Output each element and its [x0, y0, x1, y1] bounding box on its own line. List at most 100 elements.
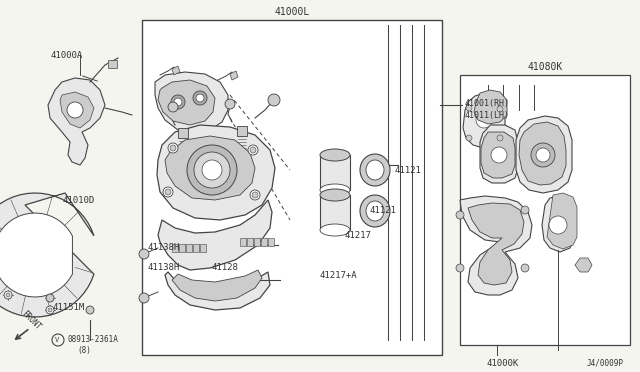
Text: 41128: 41128 — [212, 263, 239, 273]
Polygon shape — [474, 90, 507, 124]
Polygon shape — [193, 244, 199, 252]
Circle shape — [165, 189, 171, 195]
Polygon shape — [230, 71, 238, 80]
Circle shape — [252, 192, 258, 198]
Polygon shape — [186, 244, 192, 252]
Text: 41121: 41121 — [370, 205, 397, 215]
Circle shape — [250, 147, 256, 153]
Ellipse shape — [360, 154, 390, 186]
Ellipse shape — [360, 195, 390, 227]
Polygon shape — [0, 213, 72, 297]
Polygon shape — [468, 203, 524, 285]
Polygon shape — [481, 132, 515, 178]
Circle shape — [170, 145, 176, 151]
Polygon shape — [165, 272, 270, 310]
Text: 41011(LH): 41011(LH) — [465, 110, 510, 119]
Polygon shape — [460, 196, 532, 295]
Circle shape — [6, 293, 10, 297]
Polygon shape — [172, 66, 180, 75]
Polygon shape — [575, 258, 592, 272]
Polygon shape — [158, 200, 272, 270]
Polygon shape — [547, 193, 577, 249]
Circle shape — [86, 306, 94, 314]
Polygon shape — [60, 92, 94, 128]
Circle shape — [491, 147, 507, 163]
Circle shape — [46, 294, 54, 302]
Circle shape — [531, 143, 555, 167]
Ellipse shape — [366, 160, 384, 180]
Text: 41080K: 41080K — [527, 62, 563, 72]
Text: 41217+A: 41217+A — [320, 270, 358, 279]
Circle shape — [163, 187, 173, 197]
Polygon shape — [172, 244, 178, 252]
Text: 41000L: 41000L — [275, 7, 310, 17]
Circle shape — [250, 190, 260, 200]
Circle shape — [139, 293, 149, 303]
Polygon shape — [261, 238, 267, 246]
Polygon shape — [320, 155, 350, 190]
Polygon shape — [0, 193, 94, 317]
Ellipse shape — [320, 189, 350, 201]
Circle shape — [4, 291, 12, 299]
Circle shape — [225, 99, 235, 109]
Text: 41217: 41217 — [345, 231, 372, 240]
Polygon shape — [158, 80, 215, 125]
Text: 41121: 41121 — [395, 166, 422, 174]
Polygon shape — [268, 238, 274, 246]
Circle shape — [456, 211, 464, 219]
Circle shape — [174, 98, 182, 106]
Text: (8): (8) — [77, 346, 91, 355]
Circle shape — [171, 95, 185, 109]
Polygon shape — [157, 125, 275, 220]
Text: J4/0009P: J4/0009P — [587, 359, 624, 368]
Circle shape — [248, 145, 258, 155]
Circle shape — [168, 102, 178, 112]
Bar — [142, 20, 442, 355]
Circle shape — [196, 94, 204, 102]
Circle shape — [536, 148, 550, 162]
Circle shape — [194, 152, 230, 188]
Ellipse shape — [320, 224, 350, 236]
Circle shape — [521, 206, 529, 214]
Text: 41138H: 41138H — [148, 263, 180, 273]
Circle shape — [187, 145, 237, 195]
Text: 08913-2361A: 08913-2361A — [67, 336, 118, 344]
Polygon shape — [240, 238, 246, 246]
Circle shape — [168, 143, 178, 153]
Polygon shape — [254, 238, 260, 246]
Polygon shape — [519, 122, 566, 185]
Polygon shape — [108, 60, 117, 68]
Text: 41000A: 41000A — [50, 51, 83, 60]
Polygon shape — [247, 238, 253, 246]
Text: 41001(RH): 41001(RH) — [465, 99, 510, 108]
Circle shape — [139, 249, 149, 259]
Bar — [460, 75, 630, 345]
Circle shape — [67, 102, 83, 118]
Polygon shape — [516, 116, 572, 193]
Polygon shape — [480, 125, 518, 183]
Circle shape — [466, 105, 472, 111]
Text: 41010D: 41010D — [62, 196, 94, 205]
Polygon shape — [542, 196, 574, 252]
Circle shape — [202, 160, 222, 180]
Text: 41000K: 41000K — [487, 359, 519, 368]
Circle shape — [521, 264, 529, 272]
Polygon shape — [463, 93, 505, 148]
Text: 41138H: 41138H — [148, 244, 180, 253]
Circle shape — [48, 308, 52, 312]
Polygon shape — [165, 136, 255, 200]
Circle shape — [268, 94, 280, 106]
Circle shape — [456, 264, 464, 272]
Circle shape — [497, 135, 503, 141]
Polygon shape — [48, 78, 105, 165]
Polygon shape — [155, 72, 228, 133]
Polygon shape — [179, 244, 185, 252]
Text: FRONT: FRONT — [20, 309, 43, 331]
Circle shape — [466, 135, 472, 141]
Polygon shape — [172, 270, 262, 301]
Ellipse shape — [366, 201, 384, 221]
Text: V: V — [55, 337, 59, 343]
Polygon shape — [200, 244, 206, 252]
Polygon shape — [237, 126, 247, 136]
Circle shape — [193, 91, 207, 105]
